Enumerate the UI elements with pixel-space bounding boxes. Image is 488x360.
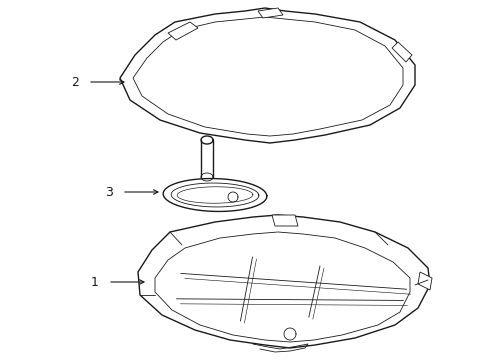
Polygon shape <box>258 8 283 18</box>
Polygon shape <box>417 272 431 290</box>
Polygon shape <box>133 17 402 136</box>
Polygon shape <box>391 42 411 62</box>
Polygon shape <box>138 215 429 348</box>
Polygon shape <box>155 232 409 342</box>
Text: 3: 3 <box>105 185 113 198</box>
Text: 1: 1 <box>91 275 99 288</box>
Text: 2: 2 <box>71 76 79 89</box>
Polygon shape <box>168 22 198 40</box>
Polygon shape <box>120 8 414 143</box>
Polygon shape <box>271 215 297 226</box>
